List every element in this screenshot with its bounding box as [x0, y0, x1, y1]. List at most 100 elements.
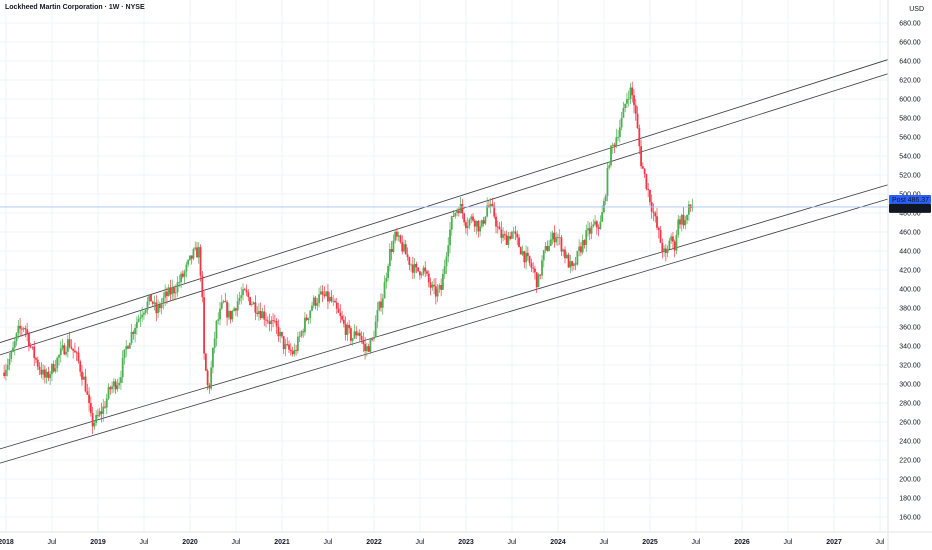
candle-body — [592, 224, 595, 227]
candle-body — [622, 108, 625, 118]
candle-body — [549, 239, 552, 246]
time-tick-label: 2020 — [182, 539, 198, 546]
candle-body — [258, 311, 260, 314]
time-axis[interactable]: 2018 Jul 2019 Jul 2020 Jul 2021 Jul 2022 Jul 2023 J… — [0, 531, 932, 546]
channel-line[interactable] — [0, 73, 889, 356]
candle-body — [668, 240, 671, 250]
candle-body — [581, 240, 584, 253]
candle-body — [537, 274, 540, 288]
channel-line[interactable] — [0, 59, 889, 343]
price-tick-label: 560.00 — [899, 135, 921, 142]
candle-body — [139, 317, 142, 319]
candle-body — [617, 137, 619, 138]
candle-body — [268, 321, 271, 324]
price-tick-label: 180.00 — [899, 496, 921, 503]
candle-body — [670, 236, 673, 241]
candle-body — [300, 331, 303, 337]
candle-body — [28, 333, 30, 347]
candle-body — [426, 271, 428, 274]
candle-body — [410, 264, 412, 266]
candle-body — [259, 311, 262, 319]
candle-body — [219, 308, 221, 320]
candle-body — [222, 301, 225, 303]
candle-body — [518, 237, 520, 248]
candle-body — [558, 237, 561, 239]
candle-body — [89, 403, 92, 414]
candle-body — [544, 245, 547, 251]
candle-body — [427, 273, 430, 283]
candle-body — [166, 291, 168, 297]
candle-body — [413, 263, 416, 273]
candle-body — [675, 234, 678, 251]
candle-body — [339, 312, 342, 316]
candle-body — [15, 333, 18, 342]
candle-body — [445, 256, 448, 267]
candle-body — [457, 210, 460, 214]
price-axis[interactable]: 160.00 180.00 200.00 220.00 240.00 260.00 280.… — [887, 0, 921, 550]
candle-body — [574, 263, 577, 265]
channel-line[interactable] — [0, 198, 889, 464]
candle-body — [279, 331, 282, 337]
candle-body — [387, 266, 389, 278]
price-tick-label: 240.00 — [899, 439, 921, 446]
candle-body — [286, 344, 289, 345]
time-tick-label: Jul — [692, 539, 701, 546]
candle-body — [63, 345, 66, 355]
candle-body — [456, 210, 458, 213]
candle-body — [171, 287, 174, 295]
price-tick-label: 580.00 — [899, 116, 921, 123]
candle-body — [599, 221, 602, 229]
channel-line[interactable] — [0, 184, 889, 450]
candle-body — [309, 310, 312, 319]
candle-body — [201, 275, 204, 298]
candle-body — [169, 287, 172, 295]
candle-body — [392, 240, 395, 252]
candle-body — [424, 267, 427, 272]
price-tick-label: 260.00 — [899, 420, 921, 427]
candle-body — [261, 311, 264, 319]
candle-body — [486, 205, 489, 217]
candle-body — [634, 105, 637, 114]
time-tick-label: Jul — [784, 539, 793, 546]
candle-body — [167, 287, 170, 297]
candle-body — [157, 305, 159, 314]
candle-body — [68, 339, 71, 347]
candle-body — [376, 309, 379, 322]
candle-body — [47, 371, 50, 379]
candle-body — [263, 311, 266, 320]
candle-body — [335, 302, 338, 309]
candle-body — [433, 284, 435, 287]
time-tick-label: 2021 — [274, 539, 290, 546]
candle-body — [323, 294, 326, 297]
candle-body — [203, 297, 205, 354]
candle-body — [312, 297, 315, 306]
candle-body — [150, 294, 152, 302]
candle-body — [689, 204, 692, 208]
candle-body — [111, 386, 113, 390]
candle-body — [521, 251, 524, 255]
candle-body — [305, 317, 308, 321]
candle-body — [291, 351, 294, 355]
price-tick-label: 360.00 — [899, 325, 921, 332]
candle-body — [273, 320, 276, 322]
candle-body — [595, 221, 598, 228]
time-tick-label: 2023 — [458, 539, 474, 546]
candle-body — [530, 263, 533, 268]
candle-body — [256, 312, 259, 314]
candle-body — [631, 87, 634, 96]
candle-body — [318, 294, 320, 304]
candle-body — [97, 415, 99, 416]
candle-body — [49, 374, 52, 379]
candle-body — [319, 291, 322, 295]
candle-body — [680, 214, 683, 225]
post-price-label: Post 486.37 — [889, 194, 931, 204]
candle-body — [266, 320, 269, 322]
candle-body — [643, 168, 646, 175]
candle-body — [144, 309, 147, 313]
candle-body — [204, 353, 207, 371]
candle-body — [470, 216, 473, 220]
candle-body — [489, 203, 492, 208]
candle-body — [687, 204, 690, 215]
candle-body — [132, 332, 135, 334]
